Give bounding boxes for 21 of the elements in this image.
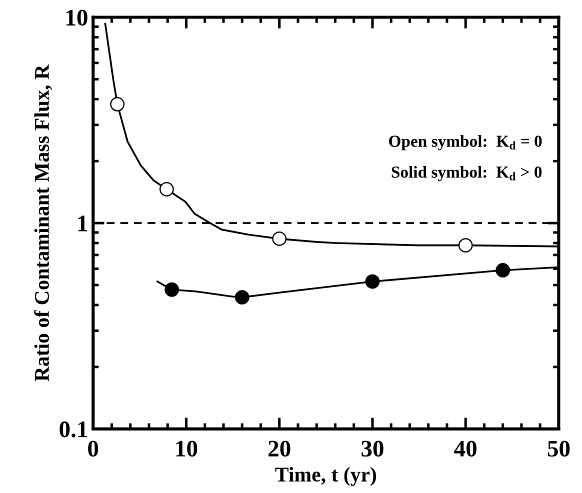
point — [164, 282, 180, 297]
point — [110, 97, 125, 112]
x-tick-label: 40 — [454, 440, 477, 457]
annotation: Solid symbol: K$_{d}$ > 0 — [392, 166, 542, 182]
point — [272, 231, 287, 246]
x-tick-label: 0 — [88, 440, 98, 457]
y-axis-title: Ratio of Contaminant Mass Flux, R — [34, 64, 52, 382]
point — [365, 274, 380, 289]
point — [496, 263, 510, 278]
x-tick-label: 10 — [176, 440, 198, 457]
point — [234, 290, 250, 304]
x-axis-title: Time, t (yr) — [275, 466, 376, 486]
point — [458, 238, 473, 253]
y-tick-label: 0.1 — [60, 421, 88, 438]
annotation: Open symbol: K$_{d}$ = 0 — [389, 135, 542, 150]
x-tick-label: 50 — [548, 440, 570, 457]
point — [159, 182, 174, 196]
y-tick-label: 1 — [78, 216, 88, 232]
x-tick-label: 30 — [362, 440, 384, 457]
x-tick-label: 20 — [268, 440, 290, 457]
y-tick-label: 10 — [66, 10, 88, 26]
